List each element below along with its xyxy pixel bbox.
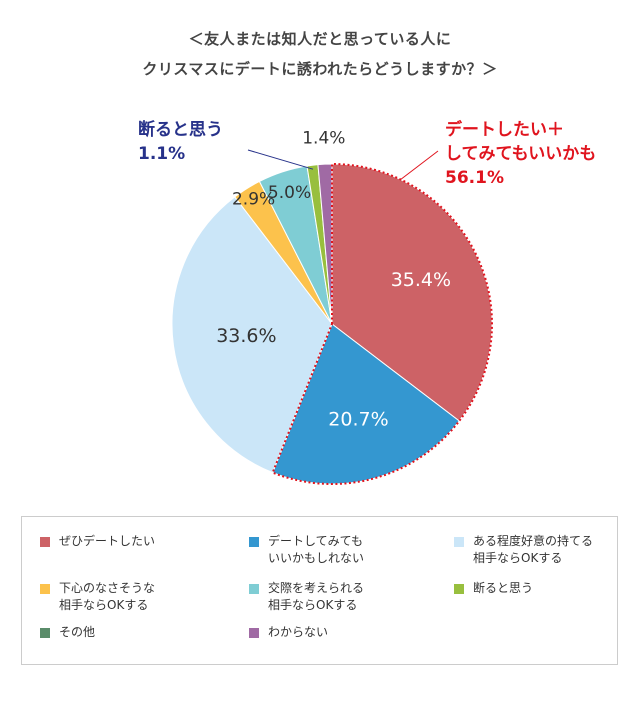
pie-slice-2: [171, 196, 333, 474]
decline-callout-label: 断ると思う: [138, 120, 223, 140]
chart-title-line-1: ＜友人または知人だと思っている人に: [188, 30, 452, 48]
date-callout: デートしたい＋ してみてもいいかも 56.1%: [445, 118, 596, 190]
legend-swatch-4: [249, 584, 259, 594]
slice-value-label-2: 33.6%: [216, 325, 276, 347]
legend-label-0: ぜひデートしたい: [59, 534, 156, 548]
slice-value-label-1: 20.7%: [328, 409, 388, 431]
legend-label-4: 交際を考えられる 相手ならOKする: [268, 581, 365, 612]
legend-item-5: 断ると思う: [454, 580, 533, 597]
chart-title-line-2: クリスマスにデートに誘われたらどうしますか？＞: [142, 60, 498, 78]
chart-legend: ぜひデートしたい デートしてみても いいかもしれない ある程度好意の持てる 相手なら…: [21, 516, 618, 665]
legend-label-2: ある程度好意の持てる 相手ならOKする: [473, 534, 594, 565]
slice-value-label-4: 5.0%: [268, 183, 311, 203]
slice-value-label-7: 1.4%: [302, 129, 345, 149]
decline-callout-value: 1.1%: [138, 144, 186, 164]
decline-callout: 断ると思う 1.1%: [138, 118, 223, 166]
slice-value-label-0: 35.4%: [391, 269, 451, 291]
legend-swatch-0: [40, 537, 50, 547]
legend-swatch-1: [249, 537, 259, 547]
legend-item-0: ぜひデートしたい: [40, 533, 155, 550]
pie-slice-7: [317, 163, 333, 325]
legend-item-4: 交際を考えられる 相手ならOKする: [249, 580, 364, 614]
legend-label-5: 断ると思う: [473, 581, 534, 595]
slice-value-label-3: 2.9%: [232, 189, 275, 209]
legend-swatch-5: [454, 584, 464, 594]
date-callout-label-1: デートしたい＋: [445, 120, 564, 140]
legend-item-1: デートしてみても いいかもしれない: [249, 533, 364, 567]
legend-swatch-3: [40, 584, 50, 594]
legend-swatch-7: [249, 628, 259, 638]
date-callout-value: 56.1%: [445, 168, 504, 188]
legend-label-7: わからない: [268, 625, 329, 639]
pie-chart: 35.4% 20.7% 33.6% 2.9%5.0% 1.4%: [171, 129, 493, 485]
legend-label-3: 下心のなさそうな 相手ならOKする: [59, 581, 156, 612]
legend-item-7: わからない: [249, 624, 328, 641]
legend-item-6: その他: [40, 624, 95, 641]
legend-swatch-2: [454, 537, 464, 547]
date-callout-label-2: してみてもいいかも: [445, 144, 597, 164]
legend-item-3: 下心のなさそうな 相手ならOKする: [40, 580, 155, 614]
legend-label-1: デートしてみても いいかもしれない: [268, 534, 365, 565]
decline-leader-line: [247, 149, 314, 170]
highlight-outline: [271, 162, 493, 485]
legend-label-6: その他: [59, 625, 96, 639]
date-leader-line: [399, 150, 439, 181]
legend-item-2: ある程度好意の持てる 相手ならOKする: [454, 533, 593, 567]
legend-swatch-6: [40, 628, 50, 638]
